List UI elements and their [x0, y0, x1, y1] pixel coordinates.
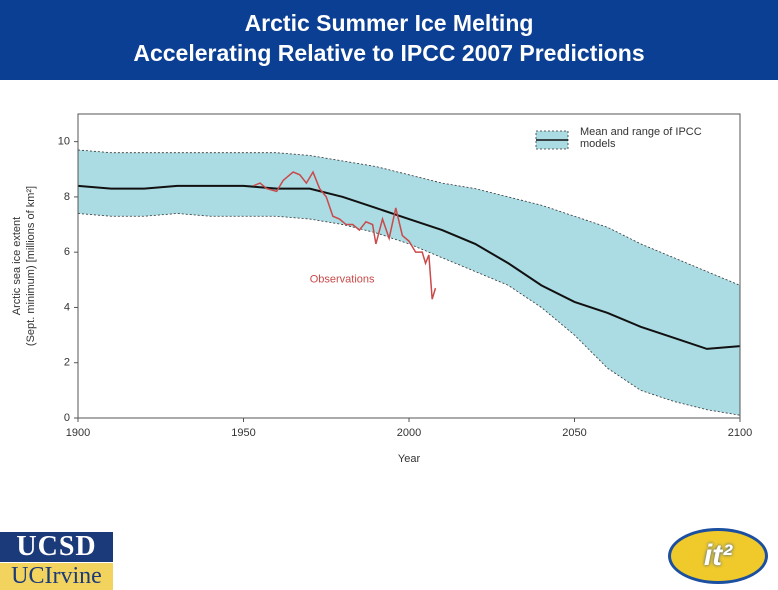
title-line: Accelerating Relative to IPCC 2007 Predi… [133, 40, 645, 66]
y-tick-label: 4 [64, 301, 70, 313]
x-tick-label: 2000 [397, 427, 421, 439]
range-upper-line [77, 149, 741, 286]
logo: it² [668, 528, 768, 584]
series-line [77, 184, 741, 350]
x-tick-label: 2050 [562, 427, 586, 439]
title-line: Arctic Summer Ice Melting [244, 10, 534, 36]
series-line [253, 170, 437, 300]
x-tick-label: 1950 [231, 427, 255, 439]
y-tick-label: 0 [64, 412, 70, 424]
logo: UCSD [0, 532, 113, 562]
x-tick-label: 2100 [728, 427, 752, 439]
y-tick-label: 2 [64, 357, 70, 369]
range-band [78, 149, 740, 416]
annotation: Observations [310, 274, 375, 286]
y-axis-label: (Sept. minimum) [millions of km²] [25, 186, 37, 346]
x-axis-label: Year [398, 453, 421, 465]
y-tick-label: 10 [58, 136, 70, 148]
title-bar: Arctic Summer Ice Melting Accelerating R… [0, 0, 778, 80]
y-tick-label: 8 [64, 191, 70, 203]
logo: UCIrvine [0, 563, 113, 590]
y-tick-label: 6 [64, 246, 70, 258]
y-axis-label: Arctic sea ice extent [11, 217, 23, 315]
x-tick-label: 1900 [66, 427, 90, 439]
legend-label: Mean and range of IPCC models [580, 126, 702, 150]
